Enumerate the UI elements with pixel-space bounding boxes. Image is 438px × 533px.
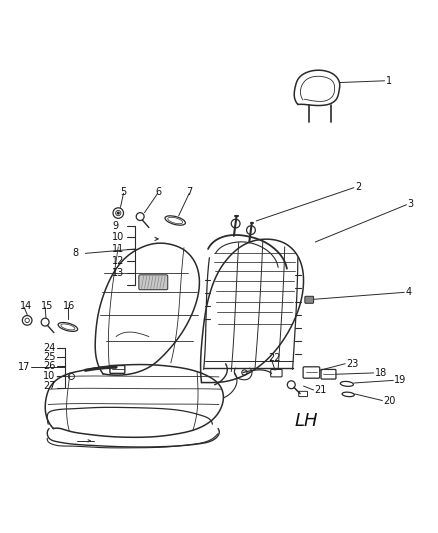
Text: 10: 10 bbox=[112, 232, 124, 242]
Text: 9: 9 bbox=[112, 221, 118, 231]
Circle shape bbox=[117, 212, 119, 214]
FancyBboxPatch shape bbox=[305, 296, 314, 303]
Text: 13: 13 bbox=[112, 268, 124, 278]
Text: 24: 24 bbox=[43, 343, 55, 352]
Text: 19: 19 bbox=[394, 375, 406, 385]
Text: 10: 10 bbox=[43, 371, 55, 381]
Text: 12: 12 bbox=[112, 256, 124, 266]
Text: 20: 20 bbox=[383, 397, 396, 406]
Text: 27: 27 bbox=[43, 381, 56, 391]
Text: 6: 6 bbox=[155, 187, 162, 197]
Text: 4: 4 bbox=[405, 287, 411, 297]
Text: 3: 3 bbox=[407, 199, 413, 209]
Text: LH: LH bbox=[295, 411, 318, 430]
Text: 25: 25 bbox=[43, 352, 56, 362]
Text: 21: 21 bbox=[314, 385, 327, 395]
Text: 2: 2 bbox=[355, 182, 361, 192]
Text: 1: 1 bbox=[386, 76, 392, 86]
Text: 23: 23 bbox=[346, 359, 358, 369]
Text: 8: 8 bbox=[72, 248, 78, 259]
FancyBboxPatch shape bbox=[139, 275, 168, 290]
Text: 14: 14 bbox=[20, 301, 32, 311]
Text: 17: 17 bbox=[18, 362, 30, 372]
Text: 11: 11 bbox=[112, 244, 124, 254]
Text: 18: 18 bbox=[374, 368, 387, 378]
Text: 16: 16 bbox=[63, 301, 75, 311]
Text: 22: 22 bbox=[268, 353, 281, 364]
Text: 5: 5 bbox=[120, 187, 127, 197]
Text: 15: 15 bbox=[41, 301, 53, 311]
Text: 26: 26 bbox=[43, 361, 55, 372]
Text: 7: 7 bbox=[186, 187, 192, 197]
